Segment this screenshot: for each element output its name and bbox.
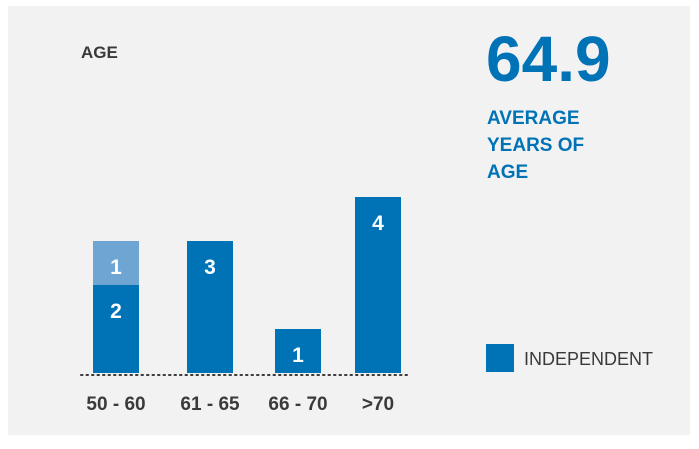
stat-label-line-3: AGE: [487, 162, 528, 183]
chart-title: AGE: [81, 43, 118, 62]
bar-secondary-0: [93, 241, 139, 285]
bars-layer: 2 1 3 1 4: [93, 197, 401, 373]
x-tick-label-0: 50 - 60: [86, 394, 145, 415]
bar-value-label-primary-3: 4: [372, 212, 384, 235]
bar-value-label-primary-0: 2: [110, 300, 122, 323]
age-chart: AGE 64.9 AVERAGE YEARS OF AGE 2 1 3 1 4 50 -…: [8, 6, 690, 435]
x-tick-label-2: 66 - 70: [268, 394, 327, 415]
average-age-value: 64.9: [486, 23, 611, 95]
bar-value-label-secondary-0: 1: [110, 256, 122, 279]
x-tick-labels: 50 - 60 61 - 65 66 - 70 >70: [86, 394, 394, 415]
x-tick-label-1: 61 - 65: [180, 394, 240, 415]
bar-primary-0: [93, 285, 139, 373]
stat-label-line-1: AVERAGE: [487, 108, 580, 129]
bar-value-label-primary-1: 3: [204, 256, 216, 279]
chart-card: AGE 64.9 AVERAGE YEARS OF AGE 2 1 3 1 4 50 -…: [8, 6, 690, 435]
legend-label-independent: INDEPENDENT: [524, 349, 653, 369]
bar-value-label-primary-2: 1: [292, 344, 304, 367]
x-tick-label-3: >70: [362, 394, 394, 415]
bar-primary-2: [275, 329, 321, 373]
stat-label-line-2: YEARS OF: [487, 135, 584, 156]
bar-primary-3: [355, 197, 401, 373]
bar-primary-1: [187, 241, 233, 373]
legend-swatch-independent: [486, 344, 514, 372]
